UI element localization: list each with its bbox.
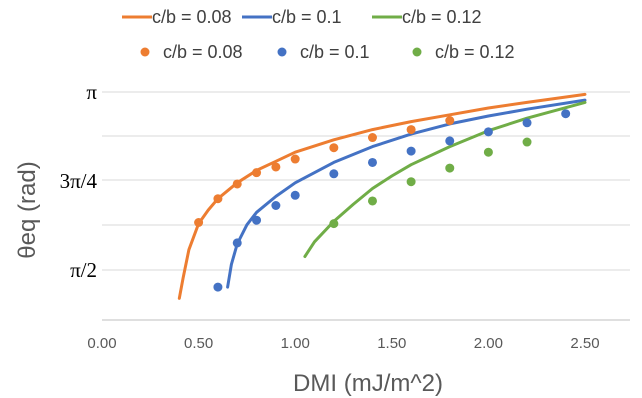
y-tick-label: π/2 [70,258,97,282]
data-point [213,194,223,204]
data-point [329,219,339,229]
data-point [194,217,204,227]
y-tick-label: π [86,80,97,104]
legend-label: c/b = 0.12 [435,42,515,62]
gridlines [102,91,630,321]
legend-label: c/b = 0.1 [272,7,342,27]
legend-label: c/b = 0.08 [163,42,243,62]
data-point [252,215,262,225]
data-point [561,109,571,119]
x-tick-label: 0.00 [87,335,116,352]
data-point [522,137,532,147]
data-point [290,154,300,164]
data-point [271,162,281,172]
data-point [483,147,493,157]
series-line [226,98,587,289]
legend-marker-key [277,47,287,57]
legend-label: c/b = 0.08 [152,7,232,27]
y-tick-label: 3π/4 [60,169,98,193]
data-point [522,118,532,128]
data-point [252,168,262,178]
data-point [483,127,493,137]
data-point [367,133,377,143]
legend-marker-key [140,47,150,57]
data-point [406,125,416,135]
series-line [177,92,587,300]
data-point [290,190,300,200]
legend-label: c/b = 0.1 [300,42,370,62]
data-point [367,157,377,167]
data-point [213,282,223,292]
legend: c/b = 0.08 c/b = 0.1 c/b = 0.12 c/b = 0.08 c… [122,7,515,62]
data-point [329,169,339,179]
data-point [367,196,377,206]
data-point [445,136,455,146]
x-tick-label: 0.50 [184,335,213,352]
series-points [194,109,571,292]
x-tick-label: 1.50 [377,335,406,352]
x-tick-label: 2.50 [570,335,599,352]
data-point [329,143,339,153]
series-line [303,100,587,258]
data-point [445,163,455,173]
data-point [232,179,242,189]
y-axis-title: θeq (rad) [14,161,41,258]
legend-marker-key [412,47,422,57]
y-axis-ticks: π 3π/4 π/2 [60,80,98,282]
data-point [445,116,455,126]
x-tick-label: 2.00 [474,335,503,352]
data-point [406,177,416,187]
data-point [406,146,416,156]
data-point [271,200,281,210]
legend-label: c/b = 0.12 [402,7,482,27]
x-tick-label: 1.00 [281,335,310,352]
data-point [232,238,242,248]
x-axis-title: DMI (mJ/m^2) [293,370,443,397]
x-axis-ticks: 0.00 0.50 1.00 1.50 2.00 2.50 [87,335,599,352]
